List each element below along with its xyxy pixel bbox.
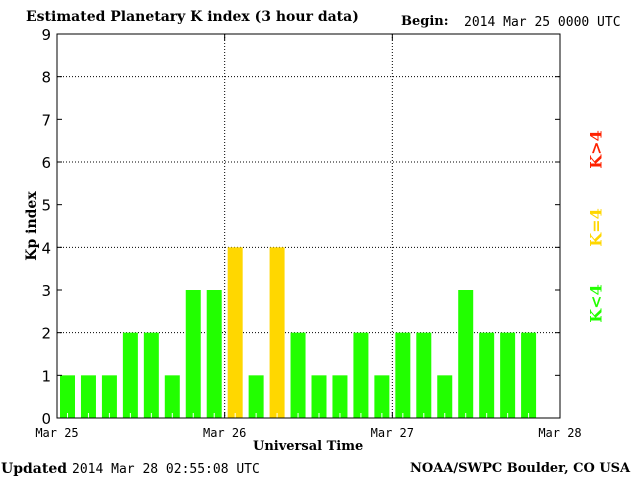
y-tick-label: 5: [41, 197, 51, 215]
x-tick-label: Mar 28: [538, 426, 581, 440]
kp-bar: [164, 375, 180, 418]
x-tick-label: Mar 25: [35, 426, 78, 440]
kp-bar: [479, 332, 495, 418]
kp-bar: [290, 332, 306, 418]
kp-bar: [332, 375, 348, 418]
kp-bar: [269, 247, 285, 418]
kp-bar: [122, 332, 138, 418]
begin-value: 2014 Mar 25 0000 UTC: [464, 15, 621, 30]
y-tick-label: 6: [41, 154, 51, 172]
kp-bar: [143, 332, 159, 418]
kp-bar: [248, 375, 264, 418]
y-tick-label: 3: [41, 282, 51, 300]
kp-bar: [60, 375, 75, 418]
kp-bar: [206, 290, 222, 418]
kp-bar: [458, 290, 474, 418]
begin-label: Begin:: [401, 14, 449, 29]
kp-bar: [437, 375, 453, 418]
kp-bar: [500, 332, 516, 418]
x-tick-label: Mar 27: [371, 426, 414, 440]
updated-label: Updated: [1, 461, 68, 477]
legend-below: K<4: [586, 284, 606, 323]
x-axis-label: Universal Time: [253, 439, 364, 454]
y-tick-label: 9: [41, 26, 51, 44]
chart-title: Estimated Planetary K index (3 hour data…: [26, 9, 359, 25]
kp-bar: [227, 247, 243, 418]
updated-value: 2014 Mar 28 02:55:08 UTC: [72, 462, 260, 477]
y-axis-label: Kp index: [24, 191, 40, 261]
kp-bar: [311, 375, 327, 418]
source-credit: NOAA/SWPC Boulder, CO USA: [410, 461, 631, 476]
kp-bar: [80, 375, 96, 418]
y-tick-label: 1: [41, 367, 51, 385]
kp-bar: [185, 290, 201, 418]
legend-above: K>4: [586, 130, 606, 169]
kp-bar: [416, 332, 432, 418]
kp-bar: [521, 332, 537, 418]
y-tick-label: 4: [41, 239, 51, 257]
y-tick-label: 2: [41, 325, 51, 343]
legend-equal: K=4: [586, 208, 606, 247]
y-tick-label: 8: [41, 69, 51, 87]
kp-bar: [395, 332, 411, 418]
kp-bar: [101, 375, 117, 418]
kp-bar: [374, 375, 390, 418]
y-tick-label: 7: [41, 111, 51, 129]
y-tick-label: 0: [41, 410, 51, 428]
plot-frame: [56, 33, 561, 419]
x-tick-label: Mar 26: [203, 426, 246, 440]
kp-bar: [353, 332, 369, 418]
